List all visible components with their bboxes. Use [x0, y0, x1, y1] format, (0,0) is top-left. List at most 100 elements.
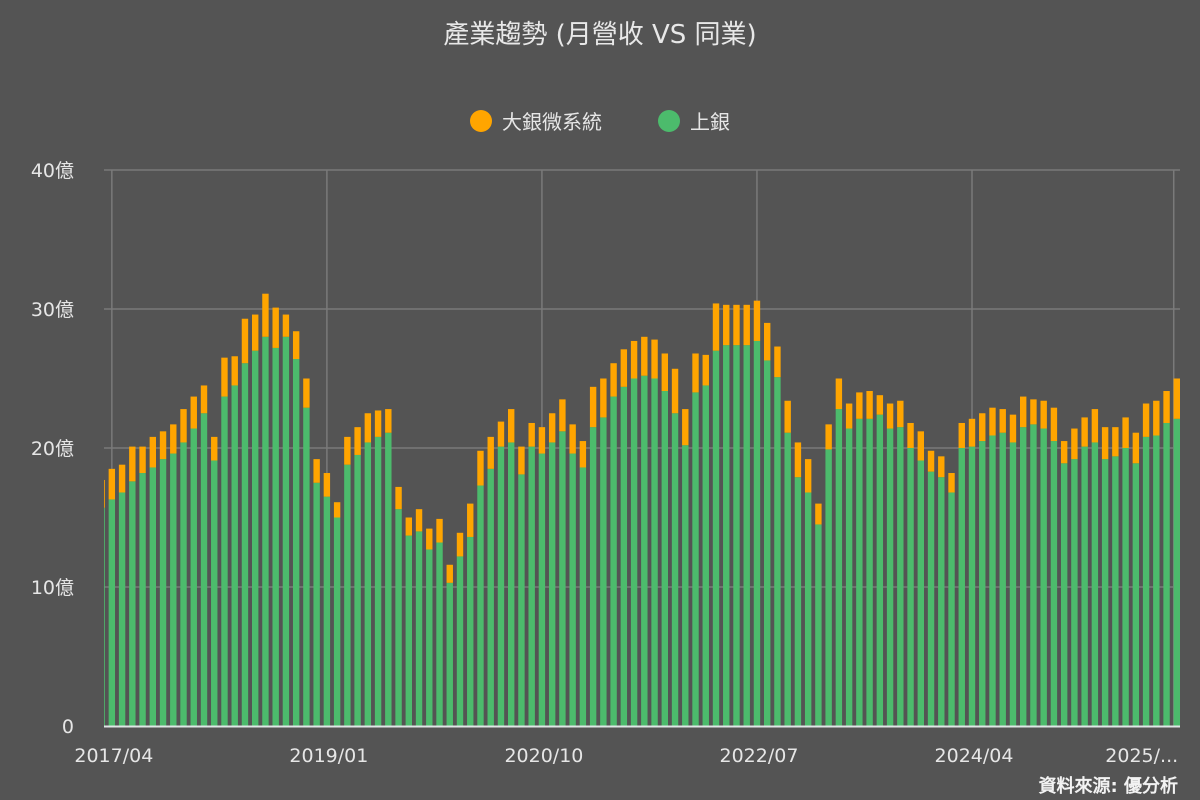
- bar-dayin: [477, 450, 484, 486]
- bar-dayin: [190, 396, 197, 429]
- bar-hiwin: [938, 477, 945, 726]
- bar-dayin: [979, 413, 986, 442]
- bar-dayin: [252, 314, 259, 351]
- axes: 0 10億 20億 30億 40億 2017/04 2019/01 2020/10 2022/0…: [31, 160, 1180, 767]
- bar-dayin: [292, 331, 300, 360]
- bar-hiwin: [518, 474, 525, 726]
- bar-dayin: [569, 424, 576, 454]
- bar-hiwin: [927, 471, 935, 726]
- bar-dayin: [303, 378, 310, 408]
- bar-hiwin: [579, 467, 587, 726]
- bar-dayin: [702, 354, 709, 386]
- y-tick-label: 10億: [31, 577, 74, 599]
- bar-hiwin: [866, 418, 873, 726]
- bar-hiwin: [149, 467, 156, 726]
- legend-item-dayin[interactable]: 大銀微系統: [470, 106, 602, 135]
- bar-hiwin: [104, 507, 105, 726]
- bar-hiwin: [845, 428, 853, 726]
- bar-dayin: [794, 442, 802, 478]
- bar-hiwin: [303, 407, 310, 726]
- bars: [104, 293, 1180, 726]
- bar-hiwin: [323, 496, 331, 726]
- legend-marker-icon: [470, 109, 492, 132]
- bar-dayin: [405, 517, 412, 536]
- bar-hiwin: [825, 449, 832, 726]
- bar-dayin: [456, 532, 464, 557]
- bar-hiwin: [856, 418, 863, 726]
- bar-dayin: [200, 385, 208, 414]
- bar-dayin: [784, 400, 791, 433]
- bar-hiwin: [569, 453, 576, 726]
- bar-dayin: [743, 304, 750, 346]
- bar-hiwin: [1101, 459, 1109, 726]
- bar-dayin: [835, 378, 843, 410]
- bar-dayin: [241, 318, 249, 364]
- bar-hiwin: [333, 517, 341, 726]
- bar-hiwin: [774, 377, 781, 726]
- bar-hiwin: [958, 448, 965, 726]
- bar-dayin: [589, 386, 597, 428]
- bar-dayin: [313, 459, 320, 483]
- bar-dayin: [221, 357, 228, 397]
- bar-dayin: [1071, 428, 1078, 460]
- bar-hiwin: [415, 531, 423, 726]
- x-tick-label: 2024/04: [935, 745, 1014, 767]
- bar-dayin: [159, 431, 167, 460]
- bar-dayin: [1009, 414, 1017, 443]
- bar-hiwin: [630, 378, 638, 726]
- bar-hiwin: [477, 485, 484, 726]
- bar-hiwin: [405, 535, 412, 726]
- bar-hiwin: [211, 460, 218, 726]
- bar-hiwin: [743, 345, 750, 726]
- bar-hiwin: [968, 446, 976, 726]
- bar-dayin: [845, 403, 853, 429]
- bar-hiwin: [559, 431, 566, 726]
- bar-dayin: [508, 409, 515, 443]
- bar-hiwin: [548, 442, 556, 726]
- y-tick-label: 20億: [31, 438, 74, 460]
- bar-hiwin: [610, 396, 617, 726]
- bar-dayin: [579, 441, 587, 468]
- bar-hiwin: [354, 454, 361, 726]
- bar-dayin: [1091, 409, 1099, 443]
- bar-dayin: [1101, 427, 1109, 460]
- bar-dayin: [282, 314, 290, 337]
- bar-dayin: [180, 409, 187, 443]
- bar-dayin: [211, 436, 218, 461]
- bar-dayin: [231, 356, 238, 386]
- bar-hiwin: [487, 468, 494, 726]
- bar-hiwin: [200, 413, 208, 726]
- bar-dayin: [323, 473, 331, 497]
- bar-hiwin: [426, 549, 433, 726]
- bar-dayin: [907, 422, 914, 448]
- bar-dayin: [815, 503, 822, 525]
- legend-item-hiwin[interactable]: 上銀: [658, 106, 730, 135]
- bar-hiwin: [1132, 463, 1140, 726]
- bar-hiwin: [508, 442, 515, 726]
- bar-hiwin: [1142, 436, 1150, 726]
- bar-dayin: [446, 564, 453, 583]
- bar-hiwin: [620, 386, 628, 726]
- bar-hiwin: [815, 524, 822, 726]
- bar-dayin: [487, 436, 494, 469]
- bar-hiwin: [600, 417, 607, 726]
- bar-hiwin: [272, 347, 279, 726]
- bar-dayin: [538, 427, 546, 454]
- bar-dayin: [364, 413, 372, 443]
- bar-dayin: [436, 518, 443, 543]
- bar-dayin: [1173, 378, 1180, 419]
- bar-dayin: [1040, 400, 1047, 429]
- bar-hiwin: [733, 345, 740, 726]
- bar-hiwin: [456, 556, 464, 726]
- bar-dayin: [671, 368, 679, 414]
- bar-dayin: [426, 528, 433, 550]
- bar-hiwin: [374, 436, 382, 726]
- bar-hiwin: [252, 350, 259, 726]
- bar-hiwin: [682, 445, 689, 726]
- source-note: 資料來源: 優分析: [1038, 776, 1178, 797]
- bar-hiwin: [344, 464, 351, 726]
- bar-hiwin: [1091, 442, 1099, 726]
- bar-hiwin: [948, 492, 955, 726]
- bar-hiwin: [999, 432, 1006, 726]
- bar-dayin: [866, 391, 873, 419]
